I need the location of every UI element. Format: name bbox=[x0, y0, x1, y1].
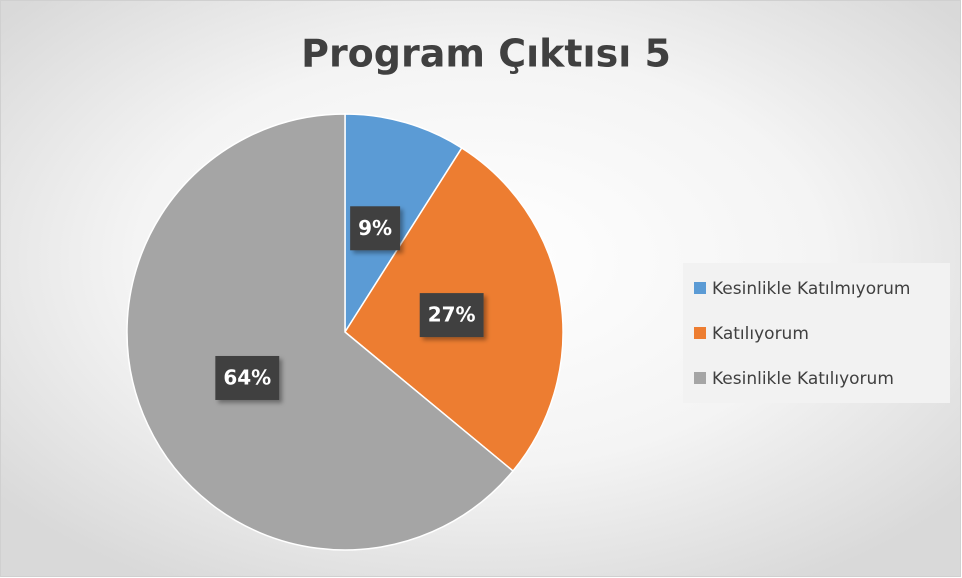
data-label-box bbox=[419, 293, 484, 338]
legend-label: Kesinlikle Katılıyorum bbox=[712, 369, 894, 389]
chart-title: Program Çıktısı 5 bbox=[301, 32, 671, 76]
data-label-box bbox=[350, 206, 401, 251]
pie-slice bbox=[344, 113, 463, 335]
legend-swatch bbox=[694, 282, 706, 294]
data-label: 27% bbox=[428, 303, 476, 327]
data-label: 9% bbox=[358, 216, 392, 240]
legend-label: Katılıyorum bbox=[712, 324, 809, 344]
data-label: 64% bbox=[223, 365, 271, 389]
legend bbox=[683, 263, 950, 403]
data-label-box bbox=[215, 355, 280, 400]
legend-swatch bbox=[694, 327, 706, 339]
legend-label: Kesinlikle Katılmıyorum bbox=[712, 279, 910, 299]
pie-slice bbox=[126, 113, 515, 551]
legend-swatch bbox=[694, 372, 706, 384]
